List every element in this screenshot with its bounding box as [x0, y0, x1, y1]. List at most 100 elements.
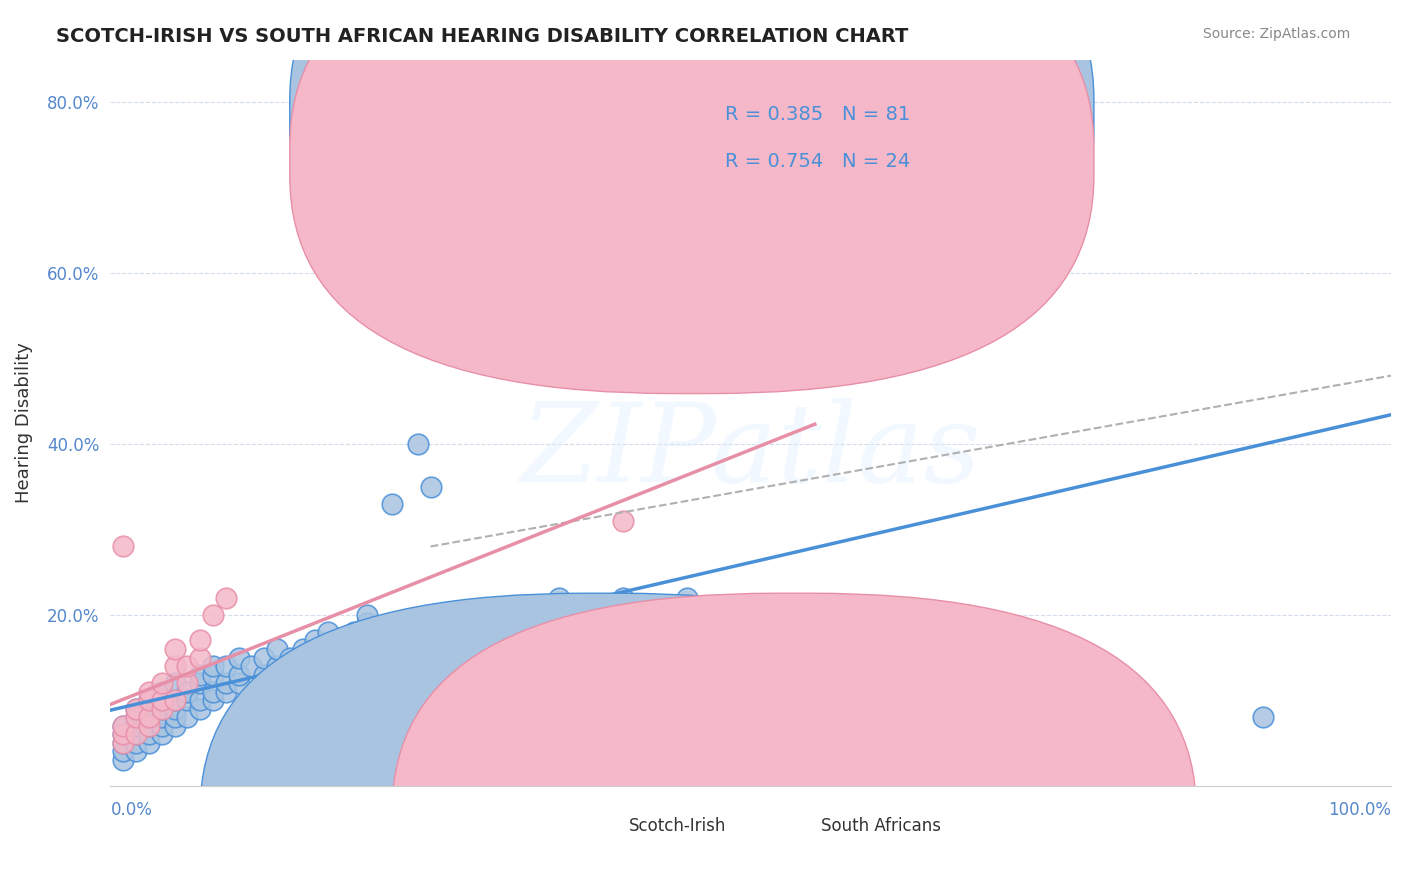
Point — [188, 676, 211, 690]
Point — [125, 719, 148, 733]
Point — [304, 633, 326, 648]
Point — [125, 744, 148, 758]
Point — [612, 591, 634, 605]
Point — [406, 437, 429, 451]
Point — [150, 727, 173, 741]
Text: SCOTCH-IRISH VS SOUTH AFRICAN HEARING DISABILITY CORRELATION CHART: SCOTCH-IRISH VS SOUTH AFRICAN HEARING DI… — [56, 27, 908, 45]
Point — [150, 676, 173, 690]
Text: 0.0%: 0.0% — [111, 801, 152, 819]
Point — [356, 616, 378, 631]
Point — [330, 633, 353, 648]
Point — [419, 480, 441, 494]
Point — [125, 702, 148, 716]
Point — [201, 693, 224, 707]
Point — [356, 607, 378, 622]
Point — [112, 727, 135, 741]
Point — [316, 624, 339, 639]
Point — [803, 616, 825, 631]
Point — [586, 633, 609, 648]
Point — [163, 710, 186, 724]
Text: ZIPatlas: ZIPatlas — [520, 398, 981, 506]
Point — [215, 676, 238, 690]
Point — [484, 607, 506, 622]
Point — [138, 702, 160, 716]
Point — [1251, 710, 1274, 724]
Point — [176, 659, 198, 673]
Point — [176, 710, 198, 724]
Point — [612, 514, 634, 528]
Point — [675, 607, 697, 622]
FancyBboxPatch shape — [392, 593, 1197, 892]
Point — [509, 599, 531, 614]
Point — [150, 702, 173, 716]
Point — [125, 710, 148, 724]
Point — [176, 693, 198, 707]
Point — [675, 591, 697, 605]
Point — [266, 659, 288, 673]
Point — [253, 650, 276, 665]
FancyBboxPatch shape — [643, 85, 987, 205]
Point — [201, 607, 224, 622]
Text: R = 0.385   N = 81: R = 0.385 N = 81 — [725, 104, 911, 124]
Point — [138, 693, 160, 707]
Point — [291, 659, 314, 673]
Point — [112, 753, 135, 767]
Point — [201, 684, 224, 698]
Point — [381, 497, 404, 511]
Point — [176, 676, 198, 690]
Point — [150, 684, 173, 698]
Point — [112, 719, 135, 733]
Point — [932, 180, 955, 194]
Point — [228, 667, 250, 681]
Point — [138, 684, 160, 698]
FancyBboxPatch shape — [290, 0, 1094, 346]
Point — [253, 667, 276, 681]
Point — [112, 727, 135, 741]
Point — [112, 736, 135, 750]
Point — [458, 616, 481, 631]
Point — [316, 642, 339, 657]
Point — [125, 736, 148, 750]
Point — [740, 607, 762, 622]
Point — [215, 684, 238, 698]
Point — [188, 667, 211, 681]
Y-axis label: Hearing Disability: Hearing Disability — [15, 343, 32, 503]
Point — [188, 693, 211, 707]
Point — [138, 693, 160, 707]
Point — [228, 650, 250, 665]
Point — [138, 710, 160, 724]
Point — [125, 727, 148, 741]
Point — [228, 676, 250, 690]
Point — [740, 624, 762, 639]
Point — [714, 351, 737, 366]
Point — [150, 710, 173, 724]
Point — [343, 624, 366, 639]
Point — [138, 719, 160, 733]
Point — [163, 642, 186, 657]
Point — [188, 702, 211, 716]
Point — [138, 719, 160, 733]
Point — [291, 642, 314, 657]
Point — [138, 710, 160, 724]
Point — [112, 744, 135, 758]
Point — [188, 650, 211, 665]
FancyBboxPatch shape — [290, 0, 1094, 393]
Text: R = 0.754   N = 24: R = 0.754 N = 24 — [725, 152, 911, 170]
Point — [215, 591, 238, 605]
Point — [163, 659, 186, 673]
Point — [112, 736, 135, 750]
Point — [150, 693, 173, 707]
Point — [138, 736, 160, 750]
Text: South Africans: South Africans — [821, 816, 941, 835]
Point — [125, 702, 148, 716]
Point — [547, 591, 569, 605]
Point — [266, 642, 288, 657]
Point — [163, 693, 186, 707]
Point — [163, 693, 186, 707]
Point — [201, 667, 224, 681]
Point — [163, 719, 186, 733]
Point — [278, 650, 301, 665]
Point — [547, 607, 569, 622]
Point — [125, 727, 148, 741]
Point — [150, 693, 173, 707]
